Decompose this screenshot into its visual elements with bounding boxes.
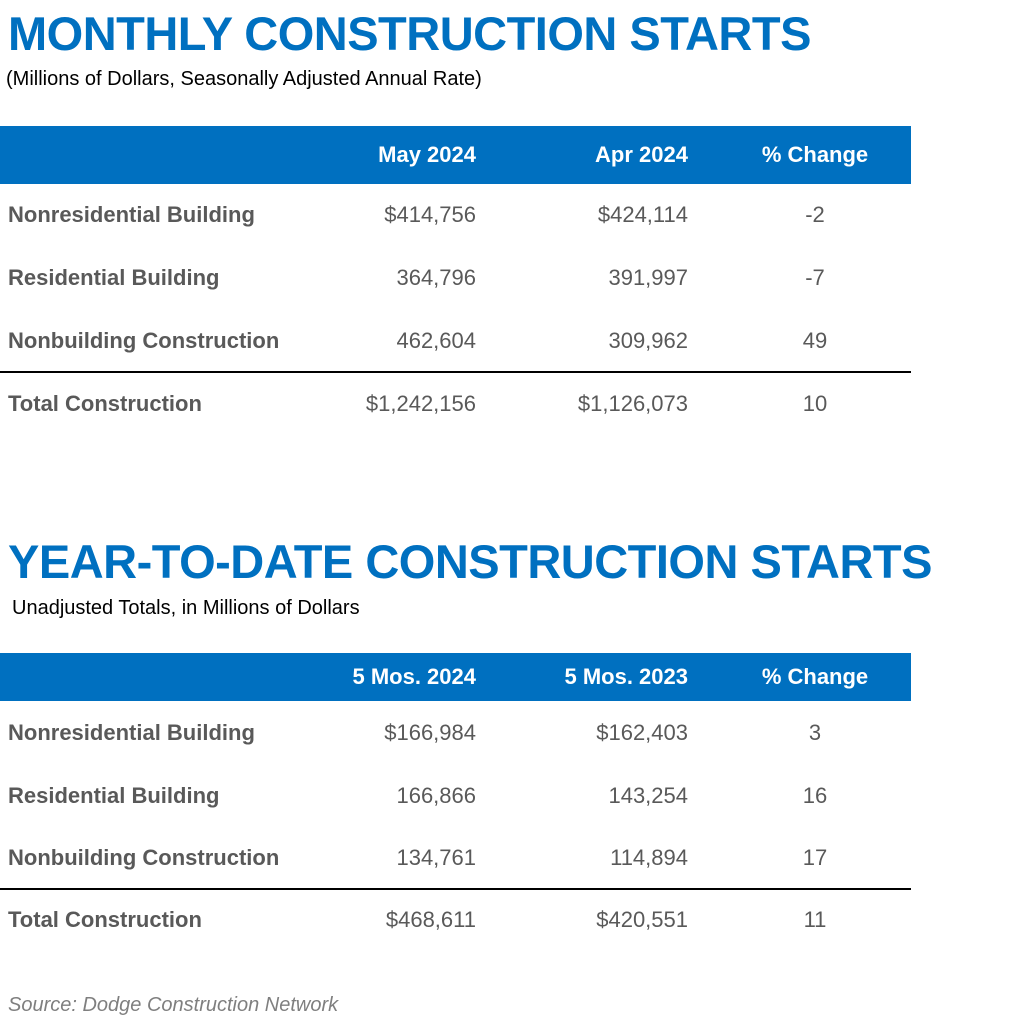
row-label: Nonbuilding Construction	[8, 328, 280, 353]
row-label: Residential Building	[8, 783, 220, 808]
header-bar	[0, 653, 911, 701]
total-rule	[0, 371, 911, 373]
cell-value: 309,962	[608, 328, 688, 353]
cell-value: $1,242,156	[365, 391, 476, 416]
cell-value: 364,796	[396, 265, 476, 290]
row-label: Total Construction	[8, 391, 202, 416]
cell-value: 49	[802, 328, 828, 353]
cell-value: 134,761	[396, 845, 476, 870]
cell-value: 462,604	[396, 328, 476, 353]
row-label: Nonresidential Building	[8, 202, 255, 227]
cell-value: -2	[805, 202, 825, 227]
cell-value: $468,611	[385, 907, 476, 932]
column-header: 5 Mos. 2024	[352, 664, 476, 689]
cell-value: $162,403	[596, 720, 688, 745]
column-header: % Change	[761, 664, 869, 689]
cell-value: $166,984	[384, 720, 476, 745]
total-rule	[0, 888, 911, 890]
cell-value: $1,126,073	[577, 391, 688, 416]
cell-value: 10	[802, 391, 828, 416]
section-title: YEAR-TO-DATE CONSTRUCTION STARTS	[8, 535, 932, 588]
column-header: May 2024	[378, 142, 476, 167]
header-bar	[0, 126, 911, 184]
row-label: Nonresidential Building	[8, 720, 255, 745]
cell-value: 11	[803, 907, 827, 932]
cell-value: -7	[805, 265, 825, 290]
column-header: % Change	[761, 142, 869, 167]
row-label: Nonbuilding Construction	[8, 845, 280, 870]
cell-value: 17	[802, 845, 828, 870]
section-title: MONTHLY CONSTRUCTION STARTS	[8, 7, 811, 60]
cell-value: 143,254	[608, 783, 688, 808]
cell-value: 166,866	[396, 783, 476, 808]
section-subtitle: Unadjusted Totals, in Millions of Dollar…	[12, 597, 360, 619]
section-subtitle: (Millions of Dollars, Seasonally Adjuste…	[6, 68, 482, 90]
cell-value: 391,997	[608, 265, 688, 290]
cell-value: 114,894	[610, 845, 688, 870]
cell-value: 16	[802, 783, 828, 808]
cell-value: 3	[808, 720, 822, 745]
column-header: Apr 2024	[595, 142, 688, 167]
column-header: 5 Mos. 2023	[564, 664, 688, 689]
row-label: Residential Building	[8, 265, 220, 290]
source-note: Source: Dodge Construction Network	[8, 994, 339, 1016]
row-label: Total Construction	[8, 907, 202, 932]
cell-value: $424,114	[597, 202, 688, 227]
cell-value: $420,551	[596, 907, 688, 932]
cell-value: $414,756	[384, 202, 476, 227]
